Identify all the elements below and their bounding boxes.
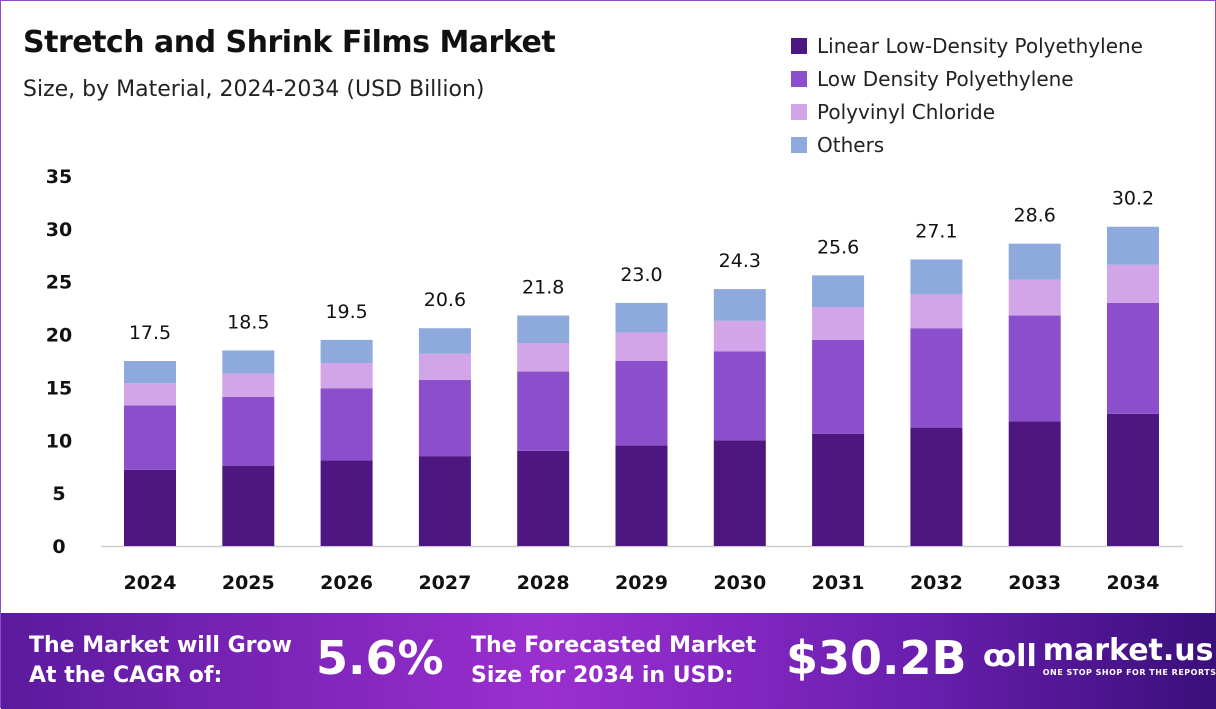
legend-swatch [791,37,807,54]
bar-segment [320,363,373,389]
bar-segment [320,388,373,461]
bar-segment [1008,279,1061,316]
legend-swatch [791,70,807,87]
legend-label: Low Density Polyethylene [817,66,1074,91]
x-tick-label: 2027 [418,572,471,594]
x-tick-label: 2025 [222,572,275,594]
cagr-label: The Market will Grow At the CAGR of: [29,633,292,688]
legend-label: Others [817,132,885,157]
x-tick-label: 2030 [713,572,766,594]
forecast-label: The Forecasted Market Size for 2034 in US… [471,633,757,688]
bar-segment [418,353,471,381]
bar-segment [222,396,275,466]
legend-item-lldpe: Linear Low-Density Polyethylene [791,29,1143,62]
bar-segment [517,371,570,451]
bar-segment [910,328,963,428]
y-tick-label: 0 [52,536,65,558]
bar-segment [713,351,766,441]
bar-segment [615,302,668,333]
total-label: 25.6 [817,236,859,258]
x-tick-label: 2034 [1107,572,1160,594]
total-label: 23.0 [620,264,662,286]
bar-segment [713,320,766,352]
x-tick-label: 2029 [615,572,668,594]
bar-segment [615,445,668,546]
forecast-value: $30.2B [786,631,967,685]
y-tick-label: 30 [46,219,72,241]
total-label: 21.8 [522,277,564,299]
x-tick-label: 2033 [1008,572,1061,594]
legend-item-pvc: Polyvinyl Chloride [791,95,1143,128]
legend-item-ldpe: Low Density Polyethylene [791,62,1143,95]
bar-segment [910,294,963,329]
total-label: 24.3 [719,250,761,272]
total-label: 17.5 [129,322,171,344]
total-label: 27.1 [915,221,957,243]
bar-segment [812,433,865,546]
bar-segment [517,450,570,546]
bar-segment [1008,315,1061,422]
bar-segment [418,456,471,546]
legend-label: Linear Low-Density Polyethylene [817,33,1143,58]
logo-icon: ꝏll [983,639,1037,674]
bar-segment [222,373,275,397]
bar-segment [124,469,176,546]
bar-segment [1107,413,1159,546]
bar-segment [812,339,865,434]
bar-segment [1008,243,1061,280]
bar-segment [124,361,176,384]
bar-chart: 0510152025303517.5202418.5202519.5202620… [46,166,1183,594]
bar-segment [124,383,176,406]
x-tick-label: 2028 [517,572,570,594]
x-tick-label: 2032 [910,572,963,594]
y-tick-label: 35 [46,166,72,188]
x-tick-label: 2031 [812,572,865,594]
legend-swatch [791,103,807,120]
total-label: 30.2 [1112,188,1154,210]
cagr-value: 5.6% [316,631,444,685]
bar-segment [517,343,570,372]
x-tick-label: 2026 [320,572,373,594]
total-label: 19.5 [325,301,367,323]
legend: Linear Low-Density Polyethylene Low Dens… [791,29,1143,161]
logo-tagline: ONE STOP SHOP FOR THE REPORTS [1042,668,1216,677]
legend-item-others: Others [791,128,1143,161]
bar-segment [910,259,963,295]
legend-swatch [791,136,807,153]
y-tick-label: 25 [46,272,72,294]
bar-segment [517,315,570,344]
bar-segment [222,350,275,374]
bar-segment [320,460,373,546]
y-tick-label: 10 [46,430,72,452]
bar-segment [713,440,766,546]
bar-segment [1107,302,1159,414]
marketus-logo: ꝏll market.us ONE STOP SHOP FOR THE REPOR… [983,635,1216,678]
bar-segment [713,289,766,321]
x-tick-label: 2024 [124,572,177,594]
bar-segment [418,328,471,354]
y-tick-label: 5 [52,483,65,505]
chart-subtitle: Size, by Material, 2024-2034 (USD Billio… [23,77,485,102]
bar-segment [124,405,176,470]
chart-title: Stretch and Shrink Films Market [23,25,556,60]
bar-segment [812,307,865,340]
legend-label: Polyvinyl Chloride [817,99,996,124]
bar-segment [1107,226,1159,265]
bar-segment [812,275,865,308]
bar-segment [320,339,373,364]
bar-segment [615,361,668,446]
bar-segment [615,332,668,361]
bar-segment [1008,421,1061,546]
bar-segment [1107,264,1159,303]
footer-banner: The Market will Grow At the CAGR of: 5.6%… [1,613,1216,709]
bar-segment [910,427,963,546]
bar-segment [222,465,275,546]
total-label: 28.6 [1014,205,1056,227]
total-label: 18.5 [227,311,269,333]
total-label: 20.6 [424,289,466,311]
y-tick-label: 15 [46,377,72,399]
bar-segment [418,380,471,457]
y-tick-label: 20 [46,325,72,347]
logo-name: market.us [1042,633,1214,668]
